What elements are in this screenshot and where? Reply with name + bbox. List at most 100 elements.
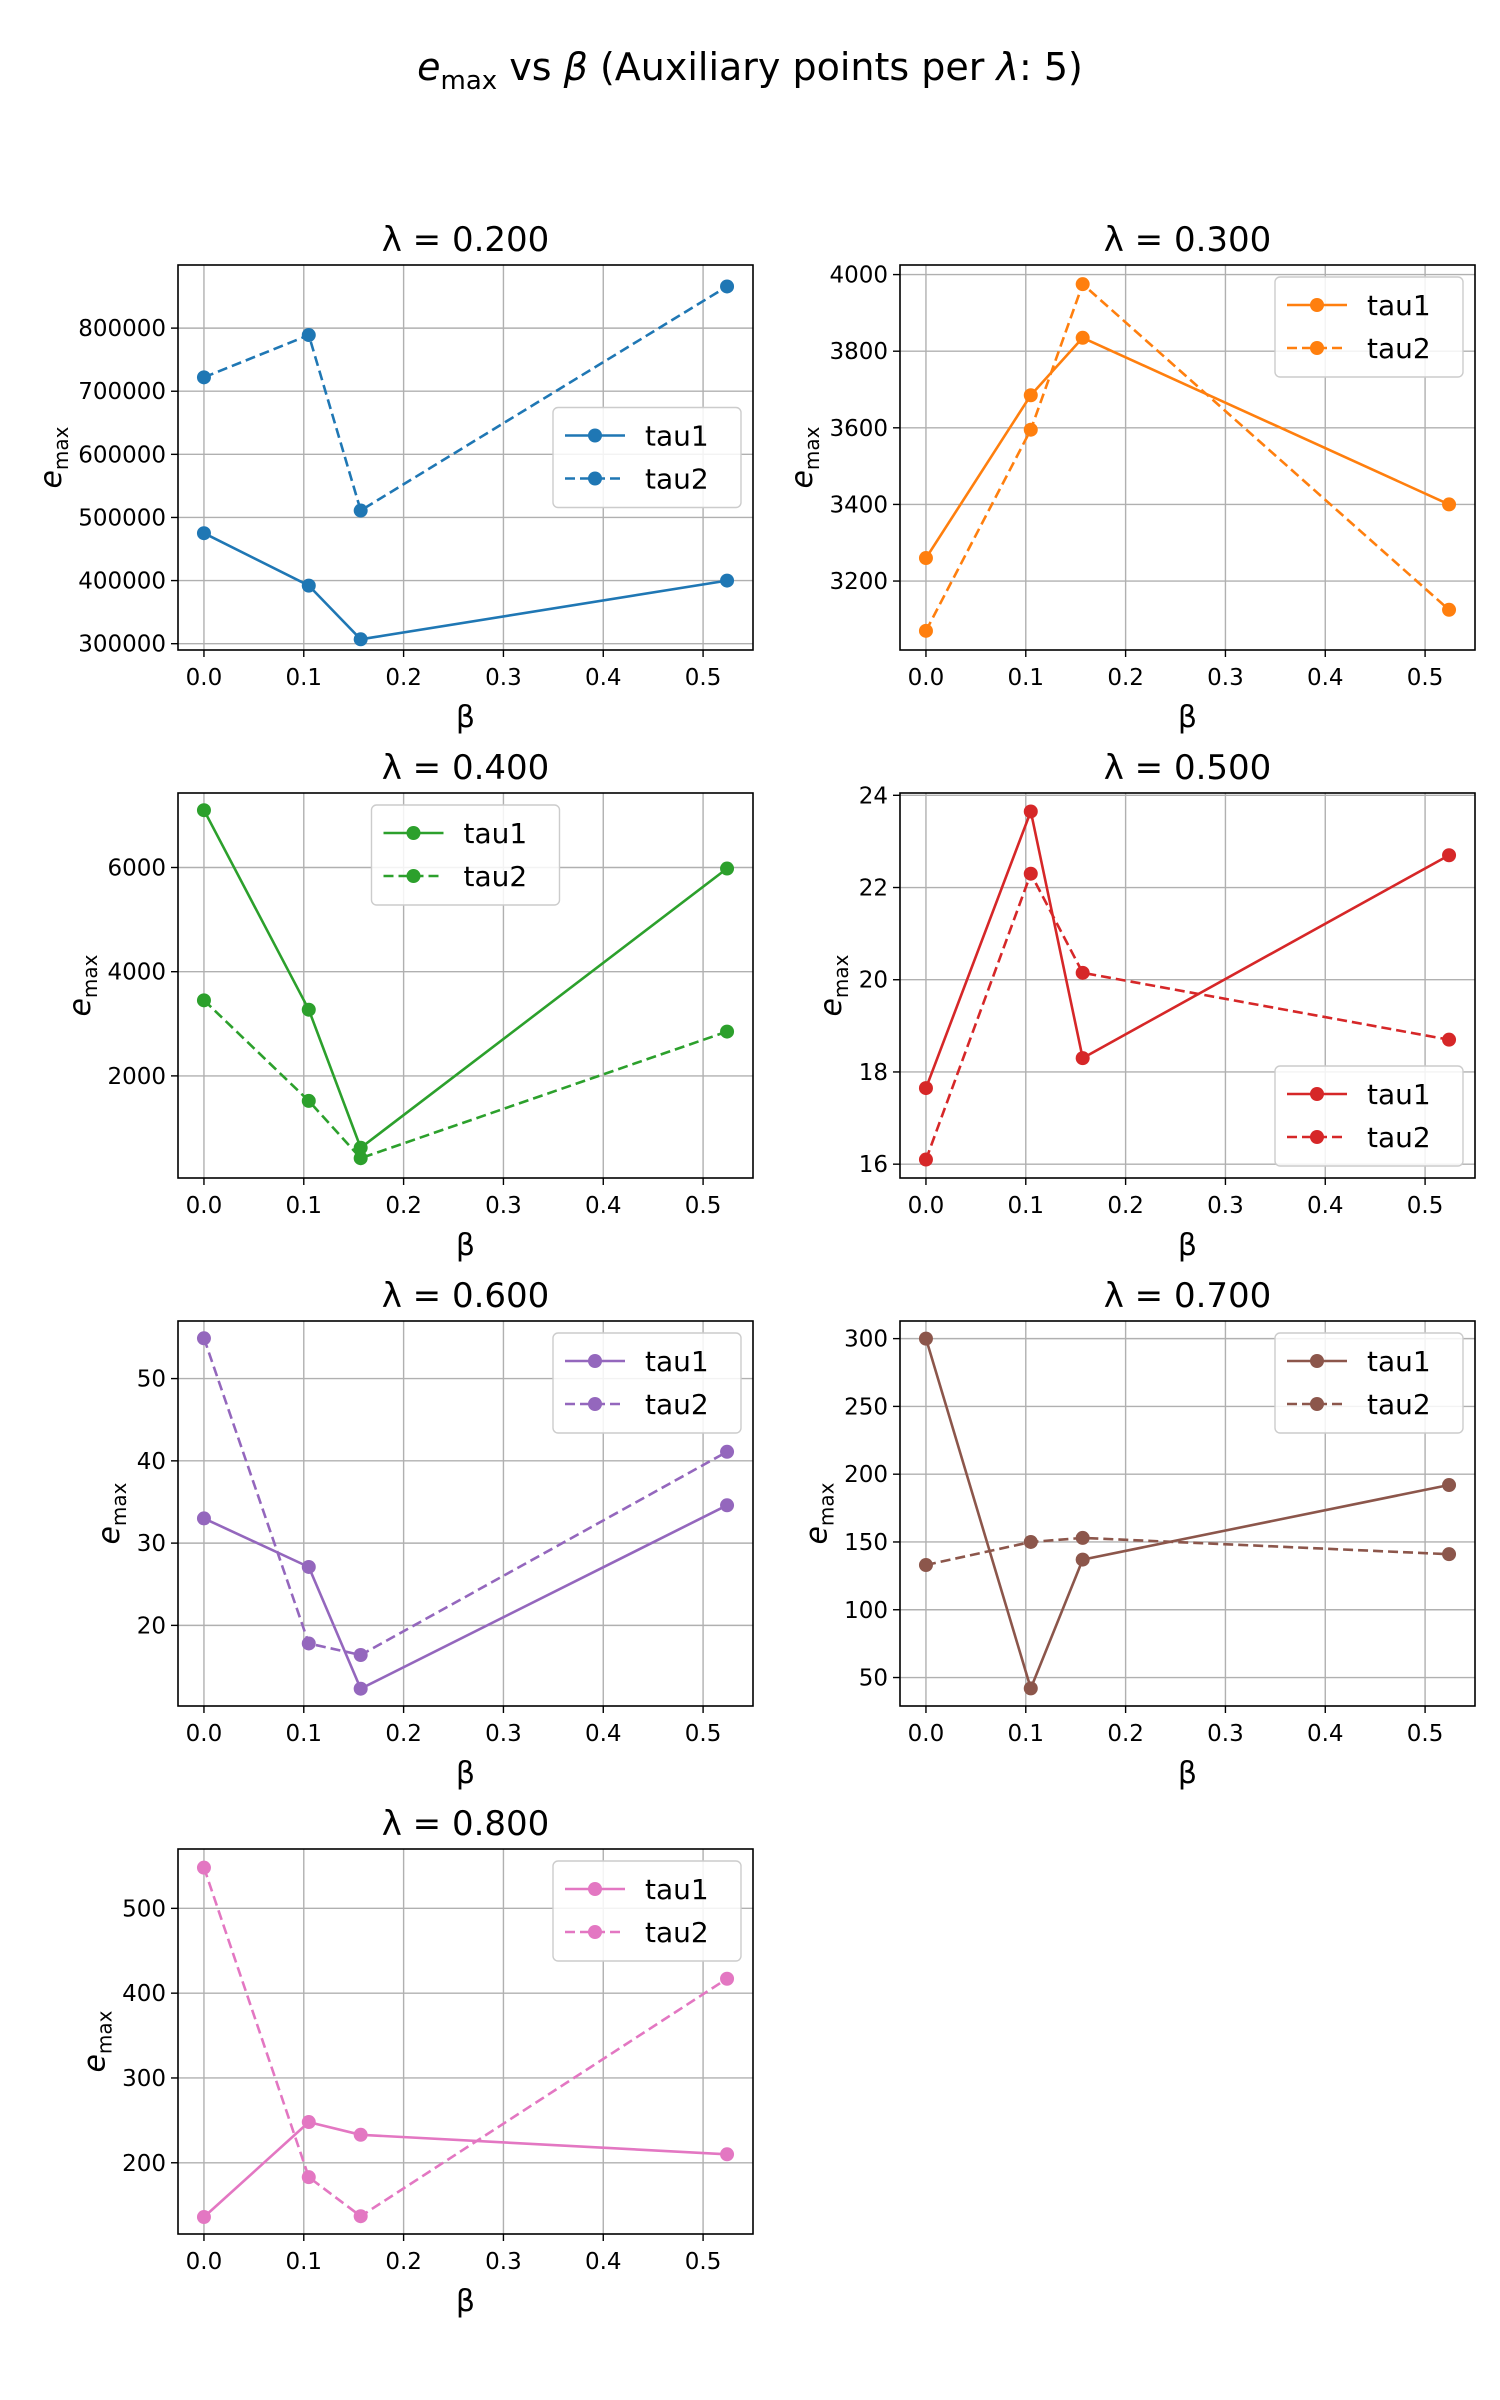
axes-frame <box>899 1320 1476 1707</box>
x-tick-label: 0.1 <box>1007 1721 1044 1747</box>
y-tick-label: 700000 <box>78 379 166 405</box>
series-line-tau2 <box>924 872 1450 1161</box>
x-axis-label: β <box>456 700 475 735</box>
y-tick-label: 3600 <box>829 416 888 442</box>
legend-label-tau2: tau2 <box>645 1916 709 1949</box>
x-tick-label: 0.2 <box>1107 1721 1144 1747</box>
data-point-tau2 <box>1075 965 1090 980</box>
legend-label-tau1: tau1 <box>464 817 528 850</box>
data-point-tau2 <box>1442 1547 1457 1562</box>
y-tick-label: 4000 <box>829 263 888 289</box>
legend-label-tau1: tau1 <box>1367 1345 1431 1378</box>
x-tick-label: 0.5 <box>685 1721 722 1747</box>
x-axis-label: β <box>1178 1228 1197 1263</box>
legend-marker-tau2 <box>588 471 602 486</box>
x-tick-label: 0.1 <box>285 1721 322 1747</box>
data-point-tau2 <box>918 1558 933 1573</box>
x-tick-label: 0.4 <box>585 1721 622 1747</box>
data-point-tau1 <box>918 551 933 566</box>
y-tick-label: 300 <box>122 2066 166 2092</box>
subplot-1: 0.0 0.1 0.2 0.3 0.4 0.5 300000 400000 500000 6000… <box>34 220 754 735</box>
series-line-tau1 <box>924 810 1450 1089</box>
data-point-tau2 <box>1023 1534 1038 1549</box>
x-tick-label: 0.5 <box>1407 1721 1444 1747</box>
data-point-tau1 <box>196 2210 211 2225</box>
legend-marker-tau2 <box>588 1397 602 1411</box>
data-point-tau2 <box>1023 422 1038 437</box>
legend-label-tau2: tau2 <box>645 463 709 496</box>
legend: tau1 tau2 <box>552 406 742 509</box>
data-point-tau2 <box>353 2209 368 2224</box>
legend-marker-tau1 <box>1310 1354 1324 1368</box>
x-tick-label: 0.1 <box>1007 665 1044 691</box>
data-point-tau1 <box>196 803 211 818</box>
y-tick-label: 20 <box>859 968 888 994</box>
legend-marker-tau2 <box>1310 1397 1324 1411</box>
y-tick-label: 20 <box>137 1613 166 1639</box>
data-point-tau1 <box>301 1002 316 1017</box>
data-point-tau2 <box>1442 602 1457 617</box>
x-tick-label: 0.0 <box>908 1721 945 1747</box>
x-tick-label: 0.3 <box>485 1721 522 1747</box>
x-tick-label: 0.2 <box>385 1721 422 1747</box>
data-point-tau2 <box>196 1331 211 1346</box>
y-tick-label: 200 <box>122 2151 166 2177</box>
series-line-tau1 <box>924 336 1450 559</box>
x-tick-label: 0.4 <box>585 1193 622 1219</box>
legend-marker-tau1 <box>588 1882 602 1896</box>
data-point-tau1 <box>196 1511 211 1526</box>
data-point-tau1 <box>1075 1552 1090 1567</box>
x-tick-label: 0.3 <box>1207 665 1244 691</box>
subplot-title: λ = 0.300 <box>1104 220 1272 260</box>
y-tick-label: 500 <box>122 1896 166 1922</box>
y-tick-label: 250 <box>844 1394 888 1420</box>
x-axis-label: β <box>456 2284 475 2319</box>
series-line-tau2 <box>203 999 728 1160</box>
series-line-tau2 <box>202 1867 728 2218</box>
axes-frame <box>177 264 754 651</box>
series-line-tau2 <box>202 1337 728 1657</box>
x-tick-label: 0.0 <box>186 2249 223 2275</box>
legend-label-tau2: tau2 <box>464 860 528 893</box>
legend: tau1 tau2 <box>370 804 561 906</box>
legend-label-tau1: tau1 <box>645 1873 709 1906</box>
data-point-tau2 <box>353 503 368 518</box>
series-line-tau1 <box>203 1504 728 1690</box>
x-tick-label: 0.5 <box>685 1193 722 1219</box>
legend: tau1 tau2 <box>1274 276 1464 378</box>
legend-label-tau1: tau1 <box>645 1345 709 1378</box>
data-point-tau1 <box>918 1331 933 1346</box>
y-tick-label: 800000 <box>78 316 166 342</box>
y-axis-label: emax <box>63 954 102 1016</box>
y-tick-label: 24 <box>859 783 888 809</box>
x-tick-label: 0.5 <box>685 665 722 691</box>
legend-label-tau1: tau1 <box>1367 1078 1431 1111</box>
legend-marker-tau1 <box>588 428 602 443</box>
y-tick-label: 300000 <box>78 632 166 658</box>
y-tick-label: 50 <box>859 1666 888 1692</box>
y-tick-label: 200 <box>844 1462 888 1488</box>
legend: tau1 tau2 <box>552 1860 742 1962</box>
x-tick-label: 0.2 <box>1107 1193 1144 1219</box>
data-point-tau1 <box>353 2127 368 2142</box>
subplot-3: 0.0 0.1 0.2 0.3 0.4 0.5 2000 4000 6000 λ = 0.400 β… <box>63 748 754 1263</box>
x-axis-label: β <box>1178 700 1197 735</box>
legend-marker-tau2 <box>1310 1130 1324 1144</box>
data-point-tau2 <box>720 1024 735 1039</box>
data-point-tau1 <box>1023 1681 1038 1696</box>
x-tick-label: 0.2 <box>1107 665 1144 691</box>
y-axis-label: emax <box>800 1482 839 1544</box>
y-tick-label: 150 <box>844 1530 888 1556</box>
x-tick-label: 0.2 <box>385 1193 422 1219</box>
data-point-tau1 <box>1442 848 1457 863</box>
axes-frame <box>899 792 1476 1179</box>
subplot-title: λ = 0.800 <box>382 1804 550 1844</box>
y-tick-label: 2000 <box>107 1064 166 1090</box>
data-point-tau1 <box>353 632 368 647</box>
legend-label-tau2: tau2 <box>1367 332 1431 365</box>
y-tick-label: 22 <box>859 876 888 902</box>
data-point-tau2 <box>1442 1032 1457 1047</box>
subplot-title: λ = 0.400 <box>382 748 550 788</box>
series-line-tau1 <box>203 2120 728 2218</box>
